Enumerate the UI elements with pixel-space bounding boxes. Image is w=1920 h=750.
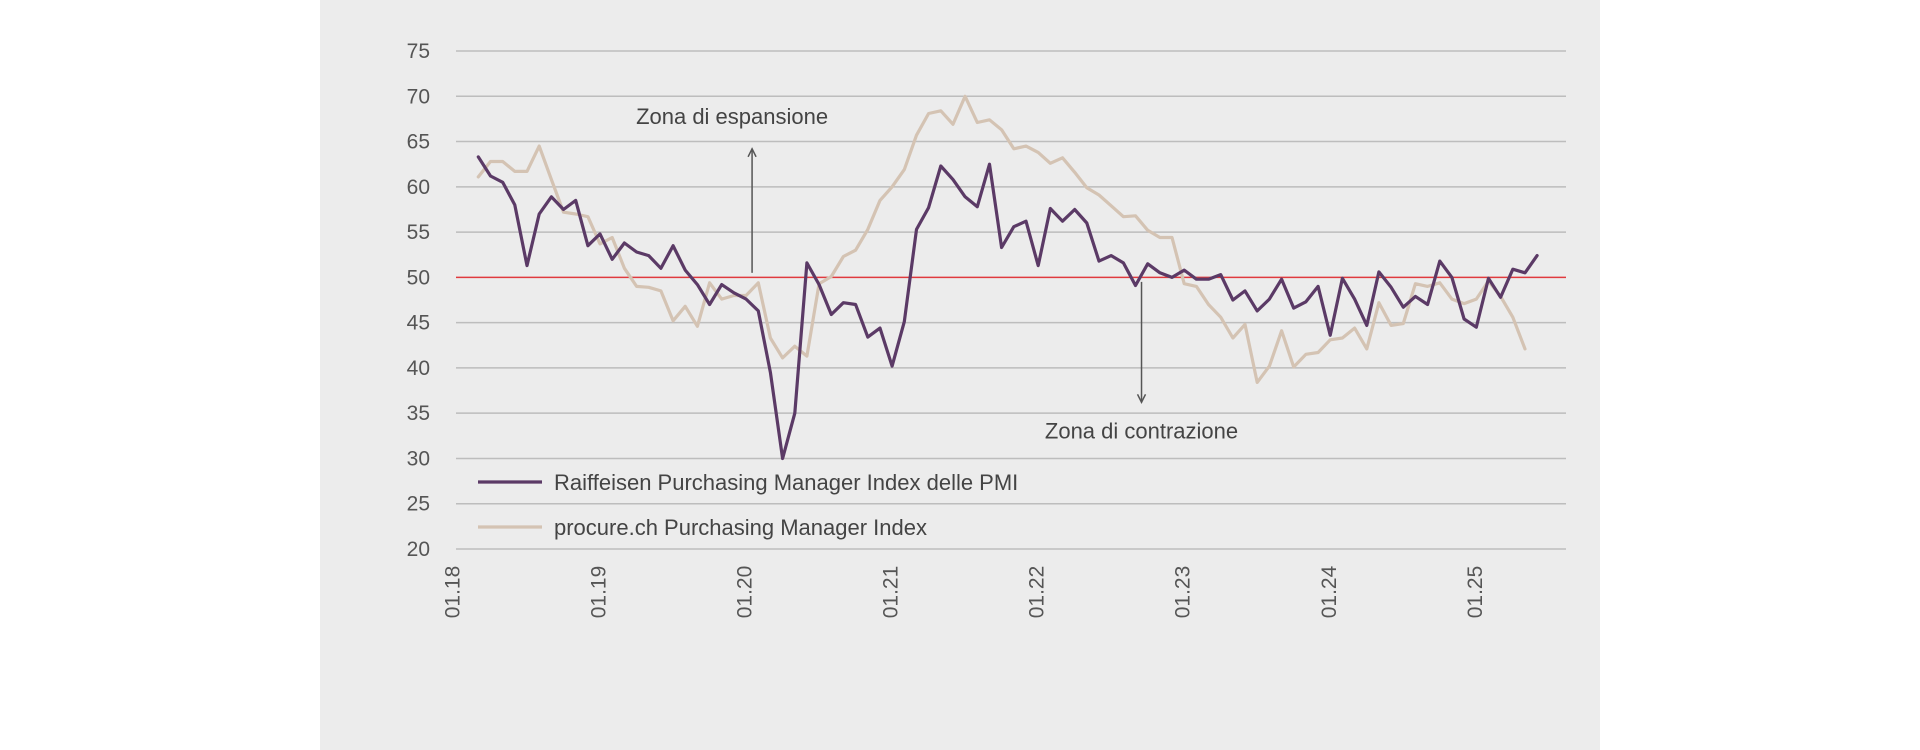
y-tick-label: 20 (407, 538, 430, 561)
chart-panel: 75 70 65 60 55 50 45 40 35 30 25 20 01.18 01.19 01.20… (320, 0, 1600, 750)
contraction-zone-label: Zona di contrazione (1045, 418, 1238, 443)
y-tick-label: 75 (407, 40, 430, 63)
y-tick-label: 35 (407, 402, 430, 425)
annotation-arrow-head (1136, 393, 1147, 404)
annotations: Zona di espansione Zona di contrazione (636, 104, 1238, 444)
x-tick-label: 01.21 (880, 566, 903, 619)
series-procure-line (476, 94, 1527, 384)
y-tick-label: 25 (407, 493, 430, 516)
x-tick-label: 01.22 (1026, 566, 1049, 619)
x-tick-label: 01.19 (588, 566, 611, 619)
y-tick-label: 45 (407, 312, 430, 335)
y-tick-label: 50 (407, 266, 430, 289)
annotation-arrow-head (747, 147, 757, 158)
y-tick-label: 30 (407, 447, 430, 470)
line-chart: 75 70 65 60 55 50 45 40 35 30 25 20 01.18 01.19 01.20… (407, 40, 1566, 618)
x-tick-label: 01.20 (734, 566, 757, 619)
x-tick-label: 01.23 (1172, 566, 1195, 619)
y-tick-label: 40 (407, 357, 430, 380)
x-tick-label: 01.18 (442, 566, 465, 619)
series-lines (476, 94, 1539, 461)
legend: Raiffeisen Purchasing Manager Index dell… (478, 470, 1018, 540)
y-axis-ticks: 75 70 65 60 55 50 45 40 35 30 25 20 (407, 40, 430, 561)
y-tick-label: 70 (407, 85, 430, 108)
legend-label: procure.ch Purchasing Manager Index (554, 515, 927, 540)
y-tick-label: 65 (407, 131, 430, 154)
legend-label: Raiffeisen Purchasing Manager Index dell… (554, 470, 1018, 495)
y-tick-label: 60 (407, 176, 430, 199)
x-axis-ticks: 01.18 01.19 01.20 01.21 01.22 01.23 01.24 01.25 (442, 565, 1487, 618)
x-tick-label: 01.24 (1318, 565, 1341, 618)
y-tick-label: 55 (407, 221, 430, 244)
series-raiffeisen-line (476, 155, 1539, 461)
expansion-zone-label: Zona di espansione (636, 104, 828, 129)
x-tick-label: 01.25 (1464, 566, 1487, 619)
